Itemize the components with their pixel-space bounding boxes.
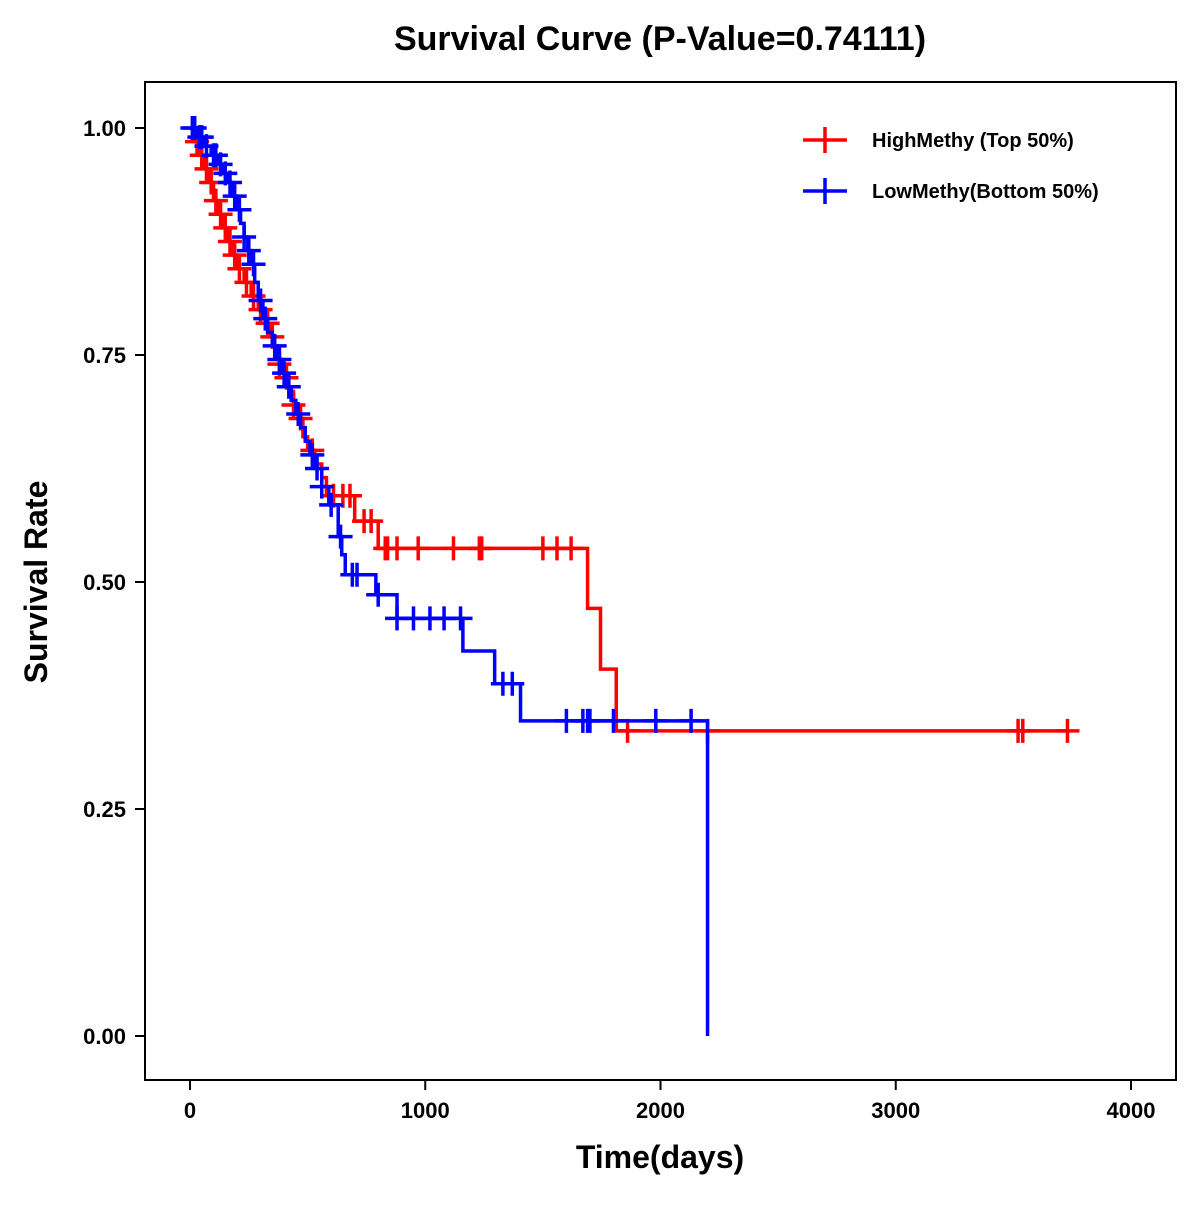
censor-mark — [217, 170, 242, 195]
censor-mark — [248, 288, 273, 313]
censor-mark — [208, 202, 233, 227]
series-0 — [185, 126, 1080, 743]
x-tick-label: 1000 — [401, 1098, 450, 1123]
censor-mark — [359, 509, 384, 534]
survival-step-line — [190, 126, 1068, 733]
x-tick-label: 0 — [184, 1098, 196, 1123]
censor-mark — [601, 708, 626, 733]
censor-mark — [500, 671, 525, 696]
legend-marker — [803, 178, 847, 204]
censor-mark — [406, 536, 431, 561]
legend-label: LowMethy(Bottom 50%) — [872, 181, 1099, 203]
censor-mark — [366, 582, 391, 607]
censor-mark — [319, 492, 344, 517]
censor-mark — [222, 184, 247, 209]
censor-mark — [345, 562, 370, 587]
censor-mark — [615, 718, 640, 743]
series-1 — [180, 116, 710, 1036]
censor-mark — [385, 536, 410, 561]
y-tick-label: 1.00 — [83, 116, 126, 141]
censor-mark — [469, 536, 494, 561]
chart-title: Survival Curve (P-Value=0.74111) — [394, 20, 926, 58]
x-axis-label: Time(days) — [576, 1139, 744, 1175]
y-tick-label: 0.00 — [83, 1024, 126, 1049]
censor-mark — [337, 483, 362, 508]
censor-mark — [227, 256, 252, 281]
survival-step-line — [190, 126, 710, 1036]
legend-label: HighMethy (Top 50%) — [872, 130, 1074, 152]
censor-mark — [305, 456, 330, 481]
censor-mark — [262, 333, 287, 358]
censor-mark — [448, 606, 473, 631]
x-tick-label: 3000 — [871, 1098, 920, 1123]
censor-mark — [236, 238, 261, 263]
censor-mark — [232, 224, 257, 249]
censor-mark — [276, 374, 301, 399]
censor-mark — [253, 306, 278, 331]
censor-mark — [217, 229, 242, 254]
censor-mark — [643, 708, 668, 733]
censor-mark — [328, 524, 353, 549]
censor-mark — [272, 361, 297, 386]
censor-mark — [203, 188, 228, 213]
censor-mark — [286, 402, 311, 427]
censor-mark — [441, 536, 466, 561]
x-tick-label: 4000 — [1107, 1098, 1156, 1123]
y-axis-label: Survival Rate — [18, 481, 54, 684]
censor-mark — [577, 708, 602, 733]
censor-mark — [309, 474, 334, 499]
legend: HighMethy (Top 50%) LowMethy(Bottom 50%) — [803, 127, 1099, 204]
censor-mark — [227, 197, 252, 222]
censor-mark — [241, 252, 266, 277]
y-tick-label: 0.50 — [83, 570, 126, 595]
curves — [180, 116, 1080, 1036]
censor-mark — [213, 215, 238, 240]
censor-mark — [267, 347, 292, 372]
censor-mark — [300, 442, 325, 467]
y-tick-label: 0.75 — [83, 343, 126, 368]
censor-mark — [1010, 718, 1035, 743]
censor-mark — [679, 708, 704, 733]
x-axis: 0 1000 2000 3000 4000 — [184, 1080, 1156, 1123]
x-tick-label: 2000 — [636, 1098, 685, 1123]
censor-mark — [1055, 718, 1080, 743]
censor-mark — [194, 156, 219, 181]
legend-marker — [803, 127, 847, 153]
y-axis: 0.00 0.25 0.50 0.75 1.00 — [83, 116, 145, 1049]
y-tick-label: 0.25 — [83, 797, 126, 822]
censor-mark — [222, 243, 247, 268]
censor-mark — [559, 536, 584, 561]
plot-frame — [144, 81, 1177, 1081]
